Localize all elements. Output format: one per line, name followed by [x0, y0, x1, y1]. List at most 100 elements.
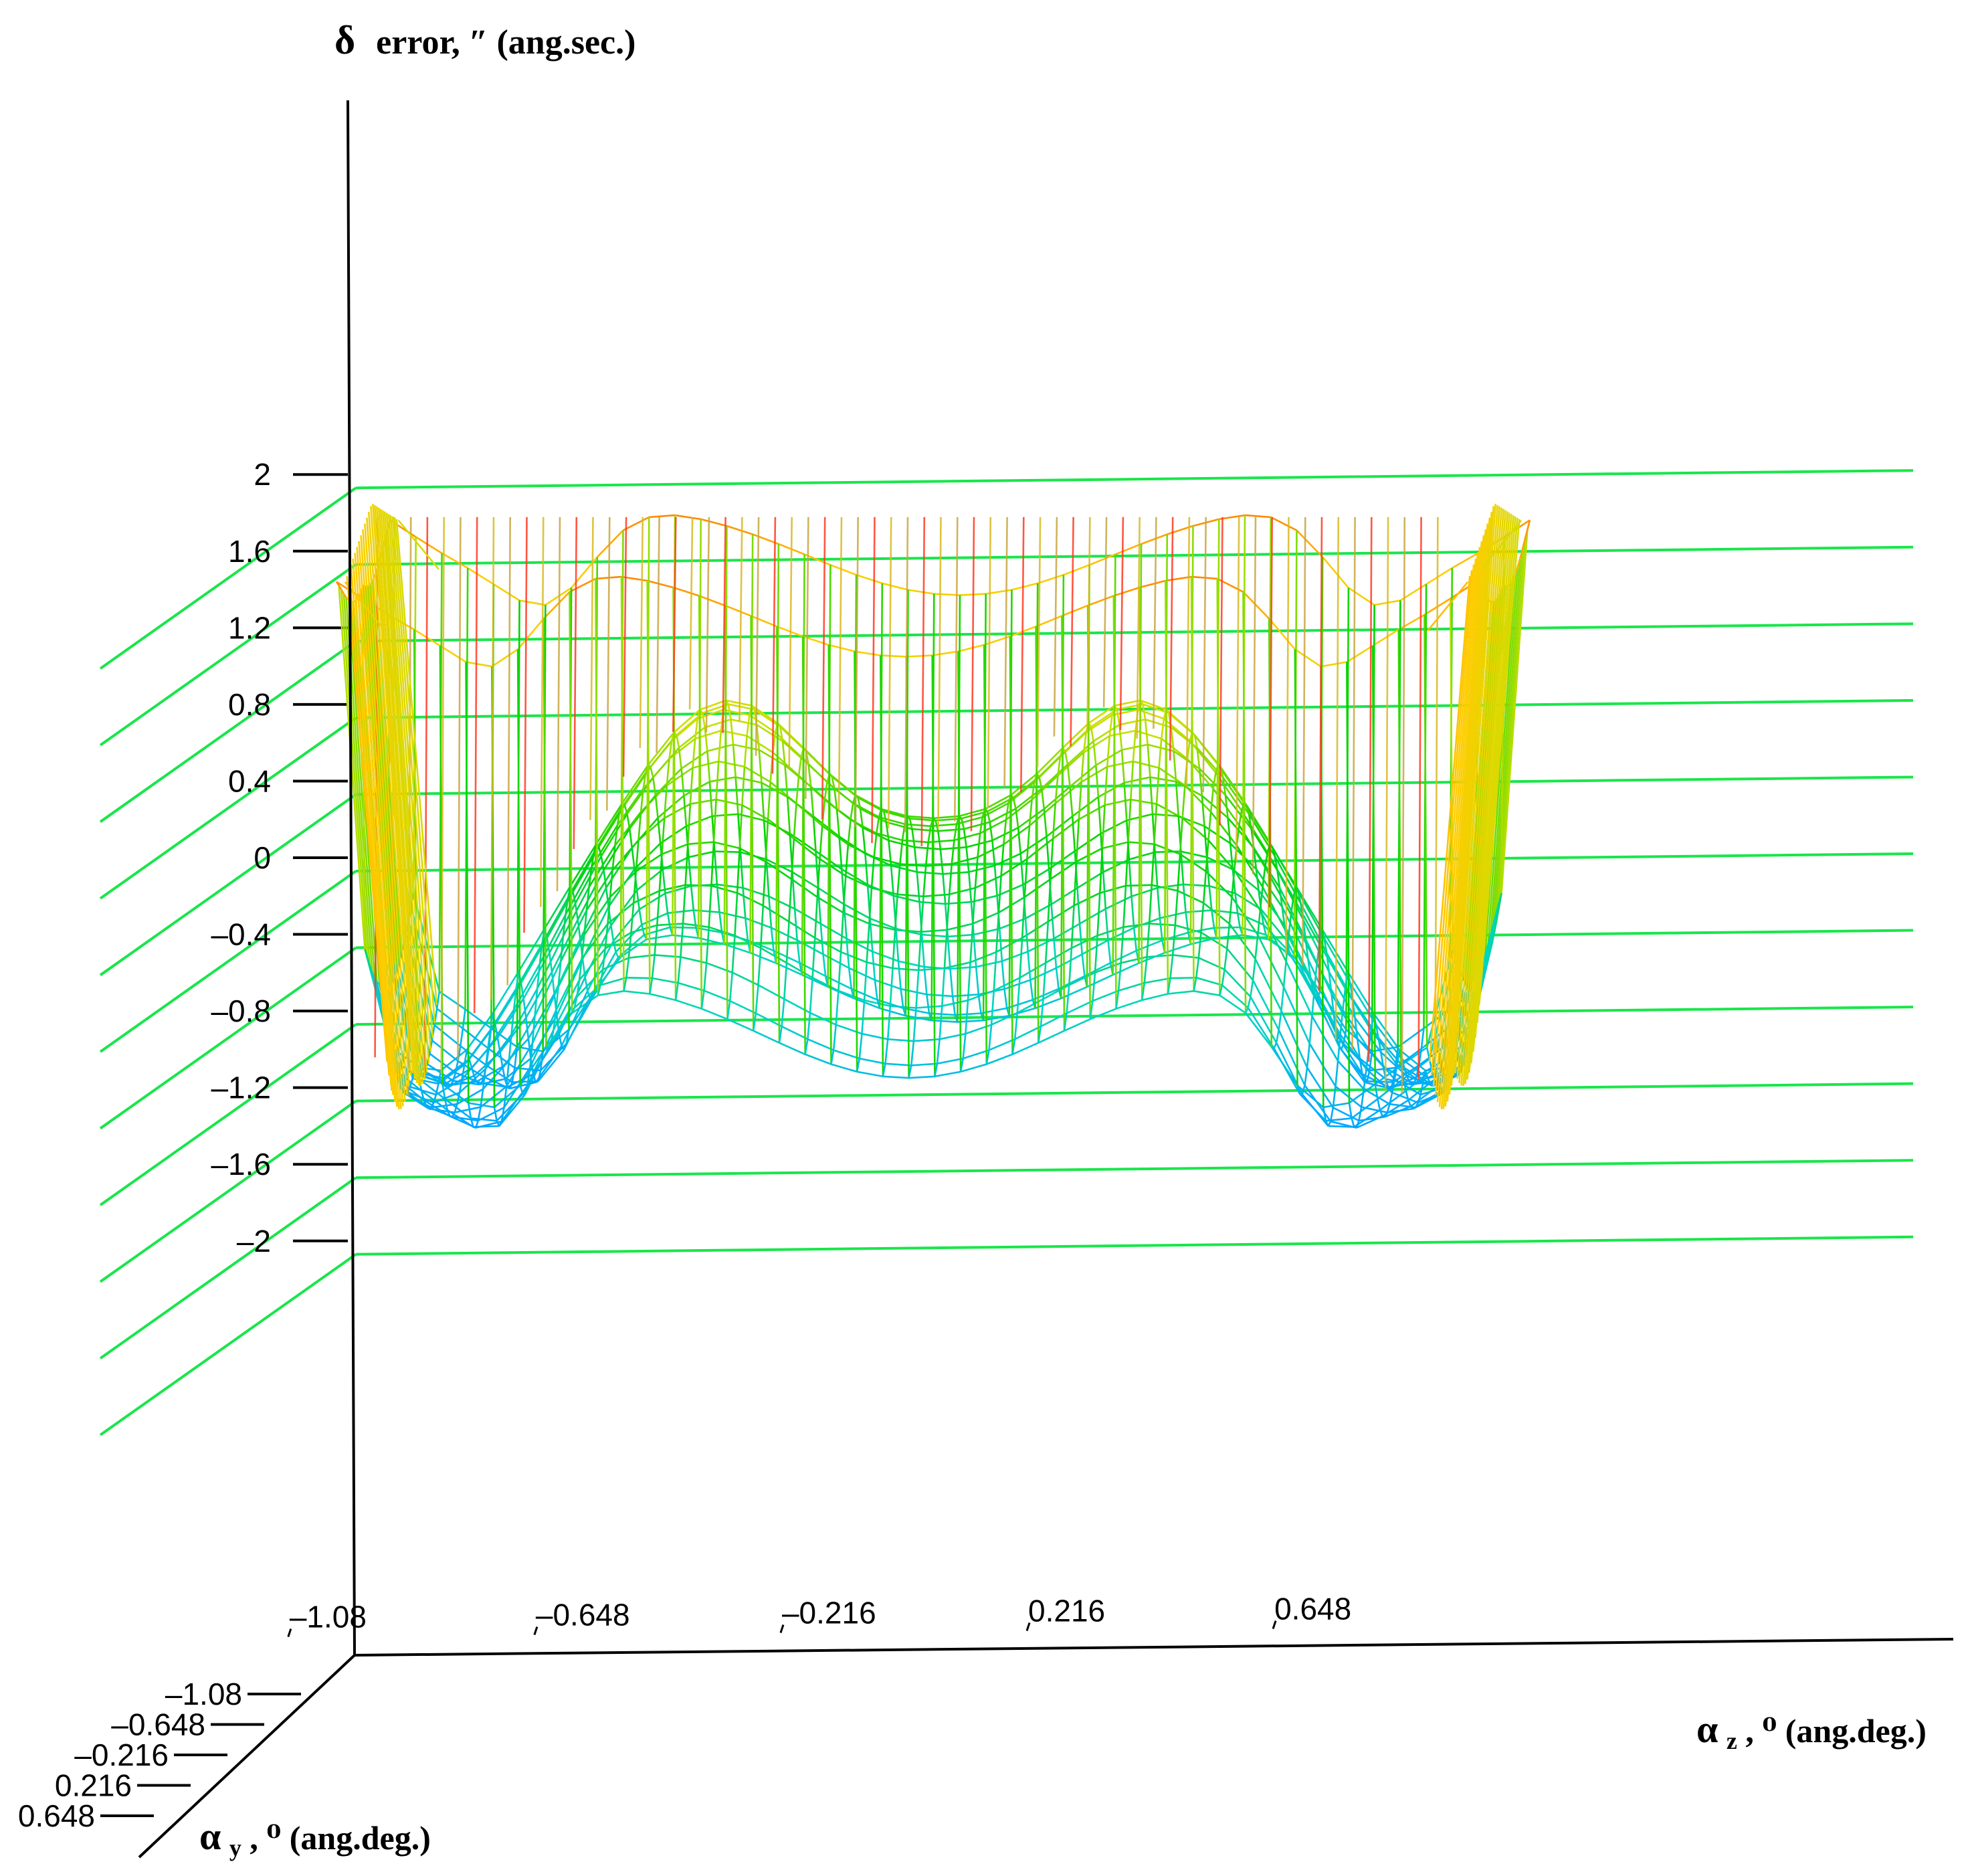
mesh-segment [569, 591, 573, 1014]
mesh-segment [628, 828, 633, 848]
mesh-segment [1082, 939, 1109, 955]
mesh-segment [956, 816, 983, 826]
mesh-segment [894, 894, 898, 930]
mesh-segment [1053, 938, 1058, 969]
mesh-segment [736, 848, 741, 893]
mesh-segment [951, 840, 955, 864]
mesh-segment [781, 741, 786, 765]
mesh-segment [441, 1084, 446, 1099]
mesh-segment [926, 994, 930, 1014]
mesh-segment [770, 927, 775, 951]
mesh-segment [1001, 961, 1005, 990]
mesh-segment [415, 536, 443, 555]
mesh-segment [614, 811, 642, 846]
x-tick-mark [1025, 1622, 1031, 1631]
mesh-segment [1394, 1046, 1399, 1068]
mesh-segment [1323, 1102, 1350, 1109]
mesh-segment [768, 896, 773, 928]
mesh-segment [1379, 1090, 1407, 1111]
mesh-segment [675, 999, 702, 1010]
mesh-segment [1452, 552, 1479, 569]
mesh-segment [508, 1082, 513, 1089]
mesh-segment [1013, 1012, 1019, 1040]
mesh-segment [482, 1068, 486, 1089]
mesh-segment [516, 649, 521, 1086]
edge-wall-strand [389, 515, 432, 1052]
curtain-strand [540, 517, 545, 907]
mesh-segment [1098, 781, 1125, 798]
mesh-segment [730, 719, 757, 726]
mesh-segment [1114, 699, 1141, 707]
mesh-segment [920, 896, 924, 932]
mesh-segment [572, 891, 577, 904]
mesh-segment [1170, 727, 1175, 751]
mesh-segment [663, 785, 668, 818]
mesh-segment [905, 1014, 932, 1022]
mesh-segment [1092, 990, 1119, 1002]
mesh-segment [807, 1038, 834, 1051]
mesh-segment [620, 938, 648, 958]
mesh-segment [827, 644, 832, 1064]
mesh-segment [1313, 963, 1318, 989]
mesh-segment [743, 735, 748, 767]
mesh-segment [1116, 999, 1143, 1010]
mesh-segment [755, 1012, 783, 1028]
mesh-segment [665, 885, 692, 895]
mesh-segment [1369, 1066, 1396, 1072]
mesh-segment [807, 1012, 811, 1040]
mesh-segment [801, 636, 806, 1054]
mesh-segment [591, 852, 595, 868]
mesh-segment [700, 990, 705, 1009]
mesh-segment [1179, 818, 1183, 854]
mesh-segment [1195, 977, 1223, 986]
mesh-segment [1173, 954, 1199, 959]
mesh-segment [797, 757, 802, 776]
mesh-segment [972, 888, 977, 924]
mesh-segment [786, 961, 813, 979]
mesh-segment [536, 963, 541, 989]
mesh-segment [630, 903, 635, 933]
mesh-segment [1325, 952, 1331, 972]
mesh-segment [464, 1049, 468, 1065]
mesh-segment [1019, 937, 1023, 978]
mesh-segment [1370, 1013, 1375, 1030]
mesh-segment [1104, 766, 1108, 806]
mesh-segment [651, 955, 656, 979]
mesh-segment [968, 872, 973, 903]
mesh-segment [756, 724, 783, 742]
mesh-segment [1262, 867, 1266, 887]
mesh-segment [1493, 558, 1521, 933]
mesh-segment [1304, 1067, 1308, 1086]
edge-wall-strand [348, 570, 390, 1076]
mesh-segment [904, 823, 931, 828]
mesh-segment [454, 1106, 481, 1114]
mesh-segment [654, 795, 659, 818]
mesh-segment [1090, 1008, 1116, 1020]
mesh-segment [778, 1026, 783, 1043]
mesh-segment [924, 965, 951, 970]
mesh-segment [879, 1007, 906, 1017]
mesh-segment [932, 650, 959, 656]
mesh-segment [1158, 767, 1186, 787]
edge-wall-strand [1440, 541, 1483, 1109]
mesh-segment [786, 797, 791, 834]
mesh-segment [822, 954, 827, 977]
mesh-segment [487, 1030, 492, 1049]
mesh-segment [830, 1050, 835, 1064]
mesh-segment [812, 977, 839, 992]
mesh-segment [1180, 851, 1185, 884]
mesh-segment [850, 803, 854, 820]
mesh-segment [1360, 1089, 1365, 1107]
mesh-segment [1411, 1082, 1415, 1086]
mesh-segment [1046, 836, 1050, 870]
mesh-segment [409, 1086, 437, 1096]
mesh-segment [1252, 959, 1256, 981]
mesh-segment [708, 885, 712, 927]
mesh-segment [1201, 795, 1205, 826]
mesh-segment [807, 764, 812, 787]
grid-lines [99, 469, 1914, 1436]
mesh-segment [1087, 595, 1114, 607]
mesh-segment [816, 858, 821, 897]
mesh-segment [1146, 923, 1151, 957]
mesh-segment [861, 1000, 866, 1034]
